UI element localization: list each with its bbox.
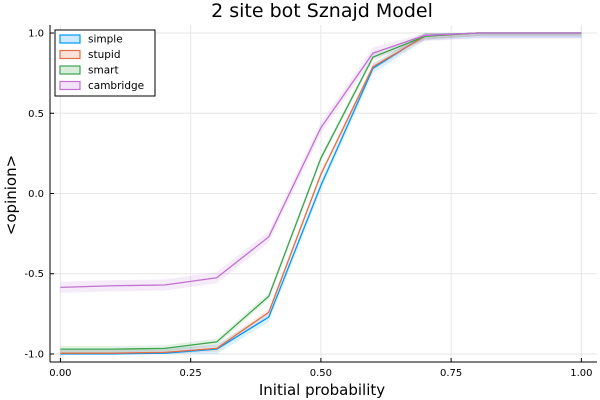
x-tick-label: 0.50	[310, 368, 332, 379]
legend-swatch	[59, 80, 81, 91]
y-tick-label: 1.0	[28, 29, 44, 40]
tick-labels: 0.00 0.25 0.50 0.75 1.00 -1.0 -0.5 0.0 0.5 1.0	[24, 29, 592, 379]
legend-box	[54, 29, 156, 97]
y-tick-label: 0.0	[28, 189, 44, 200]
series-line-cambridge	[60, 32, 582, 289]
y-tick-label: -1.0	[24, 349, 44, 360]
series-lines	[60, 32, 582, 355]
x-axis-label: Initial probability	[259, 381, 385, 399]
legend-label: cambridge	[88, 80, 144, 92]
x-tick-label: 0.00	[49, 368, 71, 379]
legend-label: simple	[88, 34, 123, 46]
x-tick-label: 0.75	[440, 368, 462, 379]
chart-title: 2 site bot Sznajd Model	[211, 0, 433, 22]
x-tick-label: 1.00	[570, 368, 592, 379]
legend-swatch	[59, 65, 81, 75]
y-axis-label: <opinion>	[2, 155, 20, 235]
x-tick-label: 0.25	[180, 368, 202, 379]
legend-swatch	[59, 49, 81, 60]
legend-swatch	[59, 34, 81, 44]
legend-label: smart	[88, 65, 119, 77]
legend: simple stupid smart cambridge	[54, 29, 156, 97]
legend-label: stupid	[88, 49, 121, 61]
y-tick-label: 0.5	[28, 109, 44, 120]
y-tick-label: -0.5	[24, 269, 44, 280]
